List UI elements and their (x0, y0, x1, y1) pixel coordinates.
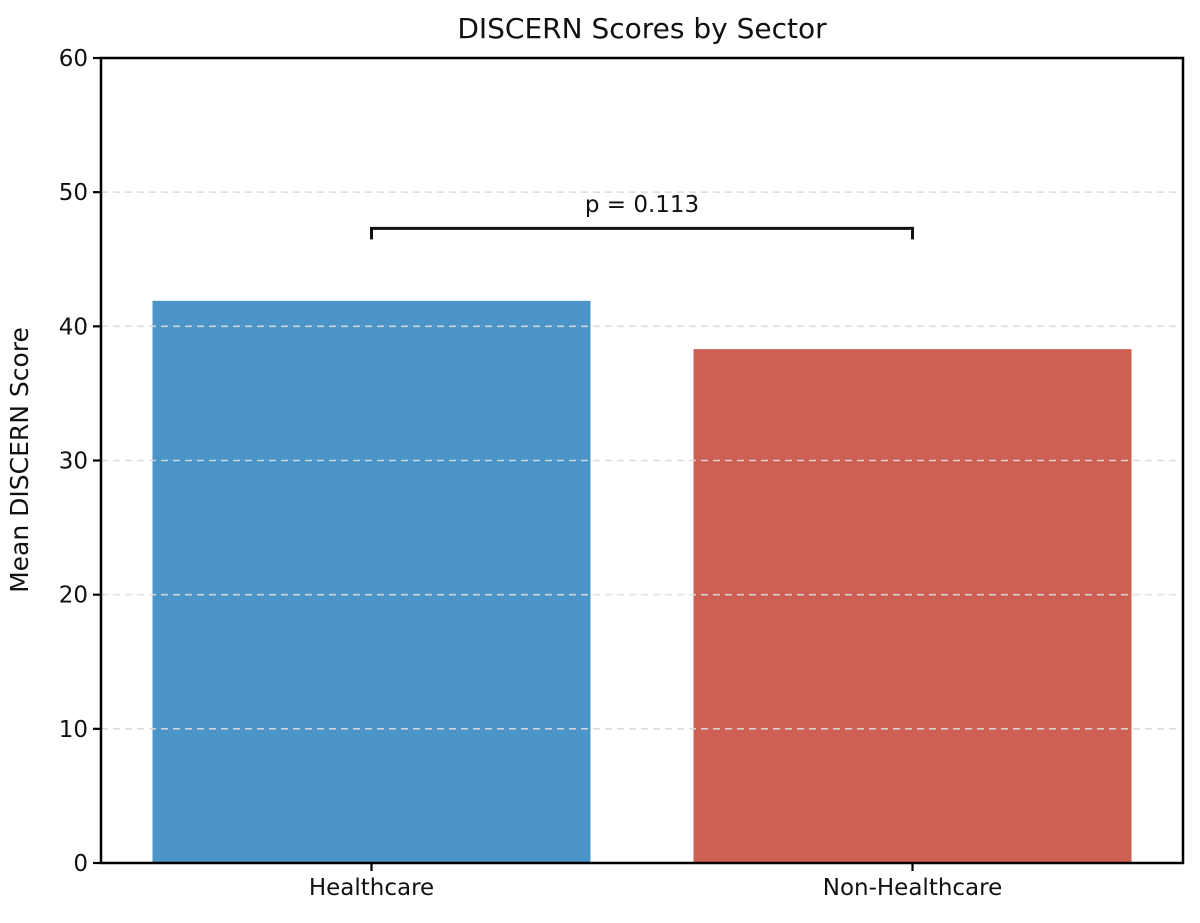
significance-bracket (370, 226, 914, 240)
bar-non-healthcare (693, 349, 1132, 863)
y-tick-label-0: 0 (73, 851, 88, 877)
y-tick-label-60: 60 (59, 46, 88, 72)
y-tick-label-30: 30 (59, 449, 88, 475)
chart-title: DISCERN Scores by Sector (457, 12, 827, 45)
y-tick-label-20: 20 (59, 583, 88, 609)
y-tick-label-10: 10 (59, 717, 88, 743)
bars-layer (152, 300, 1132, 863)
grid-layer (101, 191, 1183, 730)
bar-healthcare (152, 300, 591, 863)
ticks-layer: 0 10 20 30 40 50 60 Healthcare Non-Healthcare (59, 46, 1003, 901)
x-tick-label-healthcare: Healthcare (309, 875, 434, 901)
p-value-label: p = 0.113 (585, 192, 699, 218)
y-tick-label-40: 40 (59, 314, 88, 340)
y-axis-label: Mean DISCERN Score (5, 327, 34, 593)
bracket-layer (370, 226, 914, 240)
x-tick-label-non-healthcare: Non-Healthcare (823, 875, 1003, 901)
y-tick-label-50: 50 (59, 180, 88, 206)
